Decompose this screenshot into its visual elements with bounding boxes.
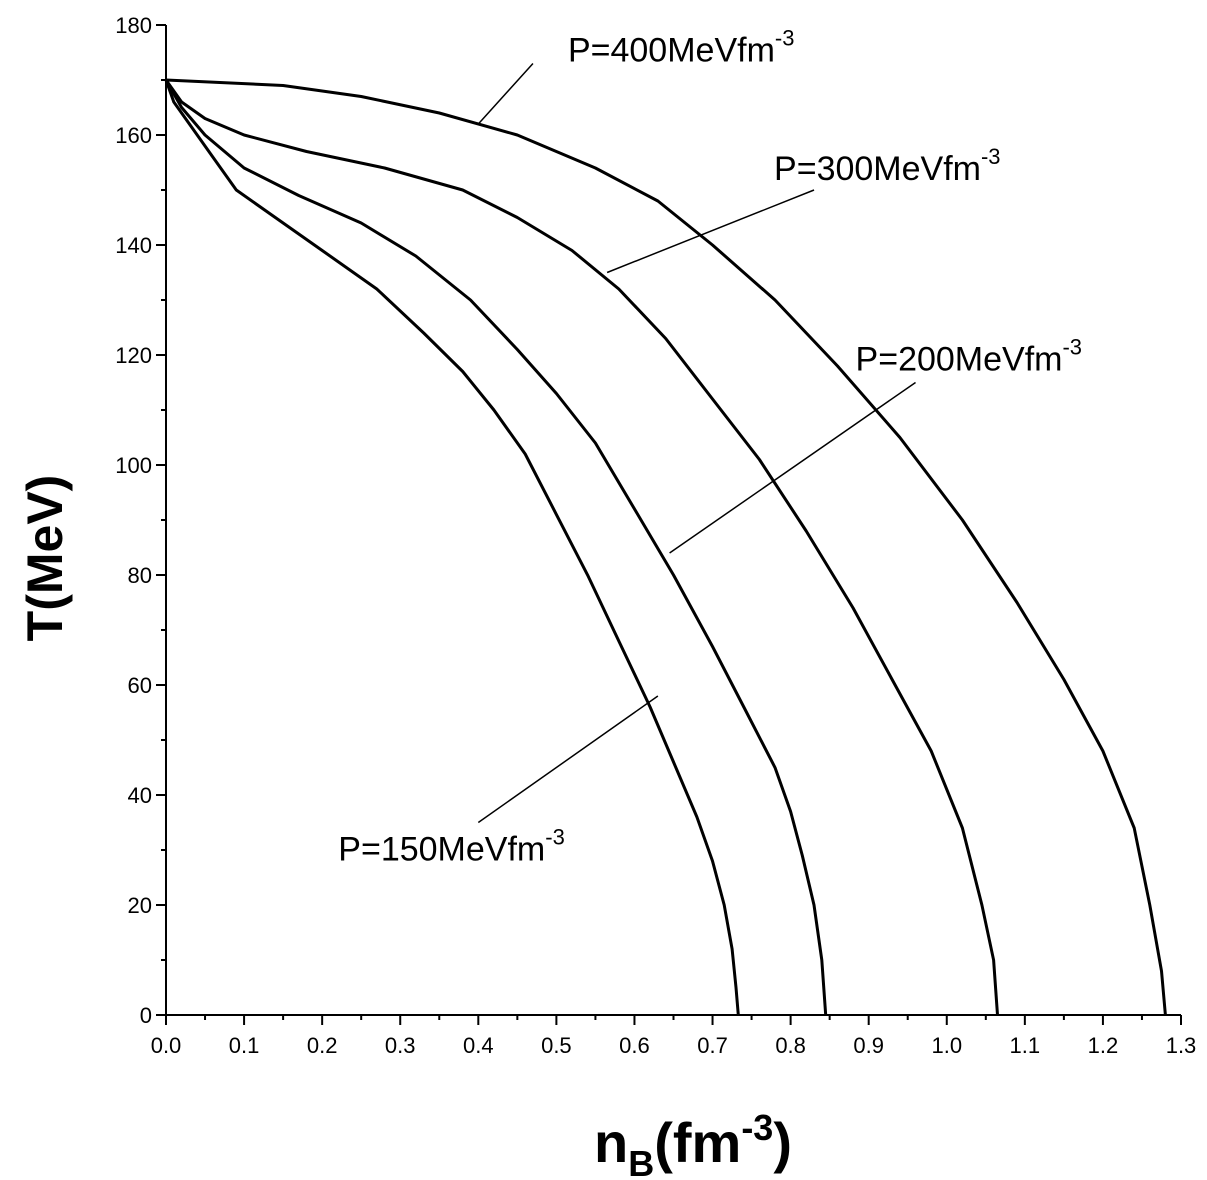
- y-tick-label: 80: [128, 563, 152, 588]
- annotation-label-sup: -3: [981, 144, 1001, 169]
- series-line-1: [164, 79, 740, 1016]
- x-axis-title: nB(fm-3): [594, 1107, 792, 1180]
- x-tick-label: 0.0: [151, 1033, 182, 1058]
- x-tick-label: 0.5: [541, 1033, 572, 1058]
- y-tick-label: 20: [128, 893, 152, 918]
- y-tick-label: 100: [115, 453, 152, 478]
- annotation-label: P=400MeVfm-3: [568, 26, 795, 70]
- x-tick-label: 0.2: [307, 1033, 338, 1058]
- annotation-leader-line: [606, 189, 815, 274]
- series-line-2: [164, 79, 828, 1016]
- x-tick-label: 1.3: [1166, 1033, 1197, 1058]
- x-axis-title-close: ): [773, 1111, 792, 1174]
- annotation-leader-line: [669, 381, 916, 554]
- annotation-label: P=200MeVfm-3: [856, 335, 1083, 379]
- annotation-label-sup: -3: [545, 825, 565, 850]
- x-axis-title-base: n: [594, 1111, 628, 1174]
- annotation-label: P=300MeVfm-3: [774, 144, 1001, 188]
- annotation-layer: P=150MeVfm-3P=200MeVfm-3P=300MeVfm-3P=40…: [338, 26, 1082, 869]
- annotation-label-text: P=200MeVfm: [856, 341, 1063, 379]
- series-layer: [164, 78, 1167, 1016]
- x-tick-label: 1.1: [1010, 1033, 1041, 1058]
- x-tick-label: 0.3: [385, 1033, 416, 1058]
- x-tick-label: 0.4: [463, 1033, 494, 1058]
- x-tick-label: 0.7: [697, 1033, 728, 1058]
- annotation-label-text: P=300MeVfm: [774, 150, 981, 188]
- annotation-leader-line: [477, 695, 659, 824]
- plot-frame: [165, 25, 1181, 1016]
- y-axis-title: T(MeV): [17, 475, 73, 642]
- x-axis-title-sub: B: [628, 1143, 654, 1180]
- y-axis: 0 20 40 60 80 100 120 140 160 180: [115, 13, 166, 1028]
- annotation-label-sup: -3: [1062, 335, 1082, 360]
- x-tick-label: 0.1: [229, 1033, 260, 1058]
- y-tick-label: 180: [115, 13, 152, 38]
- x-tick-label: 0.9: [853, 1033, 884, 1058]
- x-axis-title-sup: -3: [741, 1107, 773, 1148]
- series-line-3: [164, 79, 999, 1016]
- y-tick-label: 0: [140, 1003, 152, 1028]
- x-axis-title-open: (fm: [654, 1111, 741, 1174]
- annotation-label-sup: -3: [775, 26, 795, 51]
- x-tick-label: 0.8: [775, 1033, 806, 1058]
- y-tick-label: 120: [115, 343, 152, 368]
- annotation-label: P=150MeVfm-3: [338, 825, 565, 869]
- annotation-label-text: P=150MeVfm: [338, 831, 545, 869]
- y-tick-label: 40: [128, 783, 152, 808]
- series-line-4: [165, 78, 1167, 1016]
- y-tick-label: 140: [115, 233, 152, 258]
- x-axis: 0.0 0.1 0.2 0.3 0.4 0.5 0.6 0.7 0.8 0.9 1.0 1.1 1.2 1…: [151, 1015, 1197, 1058]
- annotation-leader-line: [477, 62, 534, 125]
- annotation-label-text: P=400MeVfm: [568, 32, 775, 70]
- y-tick-label: 160: [115, 123, 152, 148]
- x-tick-label: 1.0: [931, 1033, 962, 1058]
- x-tick-label: 1.2: [1088, 1033, 1119, 1058]
- x-tick-label: 0.6: [619, 1033, 650, 1058]
- y-tick-label: 60: [128, 673, 152, 698]
